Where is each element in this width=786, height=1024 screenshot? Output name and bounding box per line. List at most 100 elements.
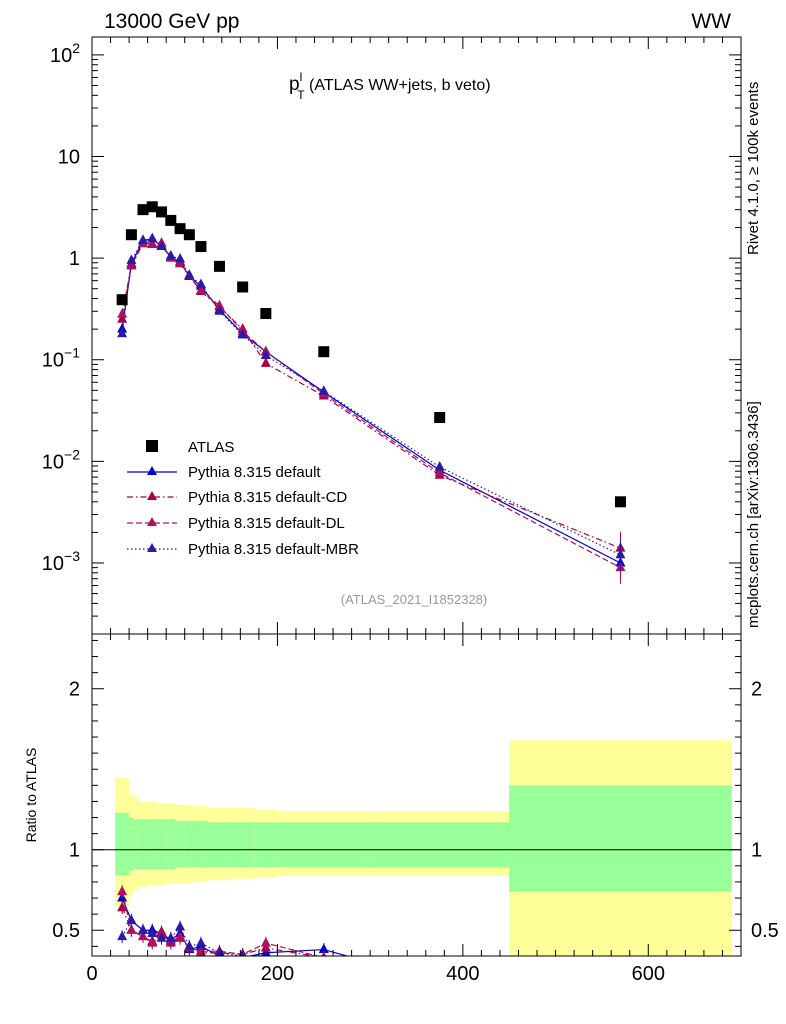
series-point-mbr — [175, 253, 186, 263]
legend-label-dl: Pythia 8.315 default-DL — [188, 515, 345, 532]
ratio-point-mbr — [175, 921, 186, 931]
series-point-mbr — [214, 305, 225, 315]
legend-marker-atlas — [146, 440, 158, 452]
legend-marker-default — [147, 466, 157, 475]
atlas-data-point — [156, 206, 168, 218]
series-point-dl — [126, 259, 137, 269]
ratio-point-dl — [147, 937, 158, 947]
legend-marker-cd — [147, 491, 157, 500]
ratio-line-mbr — [121, 919, 243, 956]
series-point-mbr — [165, 249, 176, 260]
ratio-band-inner — [509, 785, 732, 892]
ratio-band-inner — [193, 820, 208, 868]
atlas-data-point — [213, 260, 225, 272]
main-ytick-label: 10 — [58, 147, 80, 169]
atlas-data-point — [125, 229, 137, 241]
atlas-data-point — [116, 294, 128, 306]
series-point-mbr — [147, 232, 158, 243]
series-point-dl — [214, 299, 225, 310]
ratio-band-inner — [129, 817, 134, 871]
rivet-label: Rivet 4.1.0, ≥ 100k events — [745, 82, 762, 255]
legend-label-cd: Pythia 8.315 default-CD — [188, 489, 347, 506]
ratio-band-inner — [207, 822, 232, 868]
series-point-mbr — [126, 254, 137, 264]
legend: ATLAS Pythia 8.315 default Pythia 8.315 … — [127, 439, 359, 558]
series-point-cd — [260, 357, 271, 367]
ratio-band-inner — [166, 819, 176, 870]
ratio-point-dl — [117, 885, 128, 896]
main-plot: 102 10 1 10−1 10−2 10−3 pl T (ATLAS WW+jets, b… — [42, 36, 742, 635]
atlas-data-point — [237, 281, 249, 293]
atlas-data-point — [260, 308, 272, 320]
ratio-point-mbr — [126, 914, 137, 925]
atlas-data-point — [195, 241, 207, 253]
ratio-xtick-label: 600 — [632, 963, 665, 985]
ratio-band-inner — [184, 820, 194, 868]
ratio-point-mbr — [156, 932, 167, 942]
ratio-band-inner — [133, 819, 139, 870]
series-point-dl — [434, 466, 445, 477]
ratio-point-mbr — [117, 930, 128, 941]
series-point-mbr — [137, 234, 148, 244]
ratio-point-mbr — [165, 932, 176, 942]
ratio-point-mbr — [147, 927, 158, 937]
ratio-ylabel: Ratio to ATLAS — [23, 748, 39, 843]
atlas-data-point — [165, 214, 177, 226]
atlas-data-point — [174, 223, 186, 235]
series-point-mbr — [195, 278, 206, 289]
series-point-mbr — [615, 548, 626, 559]
ratio-band-inner — [147, 819, 157, 870]
plot-title: pl T (ATLAS WW+jets, b veto) — [289, 70, 491, 102]
atlas-data-point — [434, 412, 446, 424]
ratio-ytick-label-right: 2 — [751, 679, 762, 701]
header-left: 13000 GeV pp — [104, 10, 239, 33]
atlas-data-point — [318, 346, 330, 358]
series-point-cd — [117, 313, 128, 323]
legend-marker-dl — [147, 517, 157, 526]
legend-label-mbr: Pythia 8.315 default-MBR — [188, 541, 359, 558]
ratio-band-inner — [231, 822, 255, 868]
series-point-mbr — [237, 329, 248, 339]
atlas-data-point — [183, 229, 195, 241]
series-point-mbr — [260, 349, 271, 360]
analysis-id: (ATLAS_2021_I1852328) — [341, 592, 487, 607]
ratio-band-inner — [370, 822, 510, 868]
ratio-ytick-label: 0.5 — [52, 920, 80, 942]
ratio-point-cd — [117, 901, 128, 912]
ratio-point-dl — [321, 951, 327, 956]
main-ytick-label: 10−2 — [42, 446, 80, 473]
ratio-xtick-label: 200 — [261, 963, 294, 985]
mcplots-label: mcplots.cern.ch [arXiv:1306.3436] — [745, 401, 762, 628]
ratio-band-inner — [138, 819, 148, 870]
ratio-point-mbr — [239, 950, 246, 956]
atlas-data-point — [614, 496, 626, 508]
ratio-ytick-label-right: 0.5 — [751, 920, 779, 942]
ratio-ytick-label-right: 1 — [751, 840, 762, 862]
ratio-xtick-label: 0 — [86, 963, 97, 985]
series-point-mbr — [184, 269, 195, 279]
ratio-point-mbr — [184, 940, 195, 950]
ratio-band-inner — [254, 822, 278, 868]
series-point-mbr — [318, 385, 329, 395]
ratio-band-inner — [156, 819, 167, 870]
ratio-plot: 0.5 0.5 1 1 2 2 0 200 400 600 Ratio to ATLAS — [23, 633, 779, 985]
series-point-mbr — [117, 327, 128, 338]
ratio-point-dl — [260, 937, 271, 947]
ratio-point-mbr — [137, 924, 148, 934]
series-point-mbr — [434, 460, 445, 471]
legend-marker-mbr — [147, 543, 157, 552]
main-ytick-label: 102 — [50, 40, 80, 67]
series-point-dl — [117, 308, 128, 318]
legend-label-atlas: ATLAS — [188, 439, 234, 456]
ratio-point-default — [318, 943, 329, 954]
ratio-point-default — [365, 956, 375, 966]
ratio-point-dl — [126, 924, 137, 934]
legend-label-default: Pythia 8.315 default — [188, 464, 321, 481]
series-point-dl — [195, 284, 206, 295]
header-right: WW — [691, 10, 731, 33]
atlas-data-point — [146, 201, 158, 213]
ratio-point-dl — [175, 930, 186, 941]
ratio-ytick-label: 1 — [69, 840, 80, 862]
ratio-band-inner — [115, 812, 130, 876]
